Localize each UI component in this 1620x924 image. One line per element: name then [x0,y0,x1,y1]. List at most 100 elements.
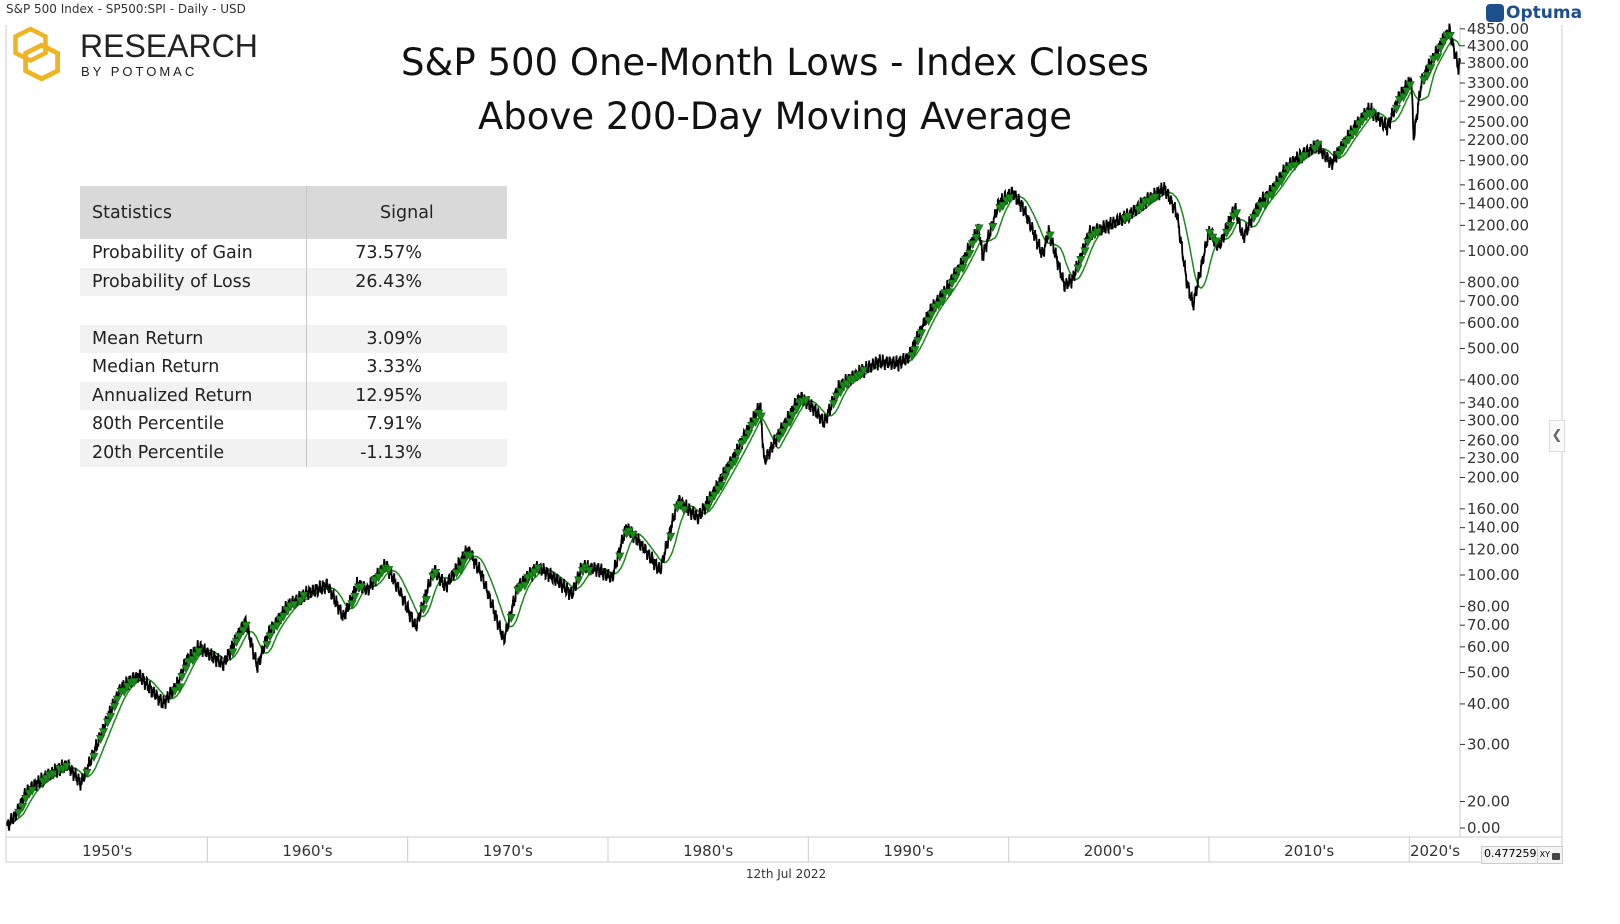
optuma-icon [1486,4,1504,22]
signal-marker [1399,93,1408,103]
y-tick-label: 70.00 [1467,616,1510,634]
signal-marker [703,503,713,513]
signal-marker [1334,150,1344,160]
signal-marker [181,664,191,674]
signal-marker [1253,208,1263,218]
y-tick-label: 30.00 [1467,735,1510,753]
signal-marker [615,552,625,562]
signal-marker [27,786,37,796]
signal-marker [1150,193,1160,203]
signal-marker [917,329,926,339]
signal-marker [584,566,594,576]
signal-value: 7.91% [305,410,507,439]
signal-marker [99,728,109,738]
signal-marker [666,532,676,542]
signal-marker [971,233,981,243]
signal-marker [1433,53,1443,63]
y-tick-label: 1600.00 [1467,176,1529,194]
signal-marker [744,429,754,439]
y-tick-label: 60.00 [1467,638,1510,656]
signal-value: 73.57% [305,239,507,268]
signal-marker [910,346,920,356]
signal-marker [785,418,795,428]
y-tick-label: 4300.00 [1467,37,1529,55]
signal-marker [1351,127,1361,137]
y-tick-label: 20.00 [1467,792,1510,810]
y-tick-label: 120.00 [1467,540,1520,558]
signal-marker [781,422,791,432]
signal-marker [106,712,116,722]
statistic-label: 20th Percentile [80,438,307,467]
signal-marker [944,288,954,298]
y-tick-label: 2200.00 [1467,131,1529,149]
signal-marker [170,686,180,696]
signal-value [305,296,507,325]
x-tick-label: 1970's [483,842,533,860]
signal-marker [374,573,384,583]
y-tick-label: 1000.00 [1467,242,1529,260]
signal-marker [1344,135,1354,145]
header-signal: Signal [305,186,507,239]
signal-marker [756,412,766,422]
signal-marker [716,481,726,491]
signal-marker [951,274,961,284]
readout-mode[interactable]: XY [1536,847,1552,863]
signal-marker [1226,222,1236,232]
statistics-table: Statistics Signal Probability of Gain 73.5… [80,186,507,467]
x-tick-label: 2020's [1410,842,1460,860]
statistic-label: Probability of Loss [80,267,307,296]
y-tick-label: 1400.00 [1467,195,1529,213]
signal-marker [456,565,466,575]
signal-marker [792,405,802,415]
table-row: 80th Percentile 7.91% [80,410,507,439]
signal-marker [1439,37,1449,47]
cursor-readout[interactable]: 0.4772599 XY [1481,846,1563,864]
signal-marker [241,621,251,631]
signal-marker [1222,228,1232,238]
signal-value: 3.09% [305,324,507,353]
signal-marker [1269,186,1279,196]
statistic-label: Probability of Gain [80,239,307,268]
signal-marker [119,687,129,697]
y-tick-label: 1900.00 [1467,152,1529,170]
signal-marker [788,411,798,421]
signal-marker [96,735,106,745]
signal-marker [533,564,543,574]
signal-marker [459,558,469,568]
signal-marker [730,457,740,467]
title-line-1: S&P 500 One-Month Lows - Index Closes [401,41,1149,84]
readout-value: 0.4772599 [1484,847,1537,860]
signal-marker [1310,144,1320,154]
collapse-panel-button[interactable]: ❮ [1549,420,1565,452]
signal-marker [832,392,842,402]
x-tick-label: 1980's [683,842,733,860]
signal-marker [1076,256,1086,266]
y-tick-label: 1200.00 [1467,216,1529,234]
signal-marker [1073,264,1083,274]
signal-marker [1249,213,1259,223]
signal-marker [1232,209,1242,219]
signal-marker [907,352,917,362]
signal-marker [1313,140,1323,150]
signal-marker [465,552,475,562]
signal-marker [18,803,28,813]
signal-marker [988,223,998,232]
signal-marker [272,622,282,632]
signal-marker [1392,104,1401,114]
signal-marker [194,647,204,657]
x-tick-label: 1950's [82,842,132,860]
signal-marker [1357,117,1367,127]
optuma-logo: Optuma [1486,3,1582,23]
y-tick-label: 340.00 [1467,394,1520,412]
signal-value: 3.33% [305,353,507,382]
signal-marker [574,576,584,586]
lock-icon[interactable] [1552,853,1560,860]
signal-marker [1123,212,1133,222]
x-tick-label: 1960's [282,842,332,860]
y-tick-label: 200.00 [1467,468,1520,486]
signal-marker [122,682,132,692]
signal-marker [836,388,846,397]
signal-marker [431,569,441,579]
signal-marker [110,702,120,712]
